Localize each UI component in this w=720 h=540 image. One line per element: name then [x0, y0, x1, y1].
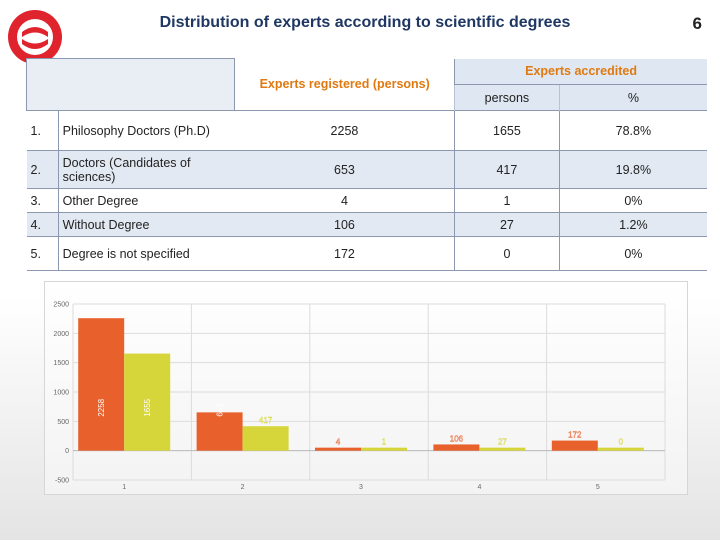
row-percent: 78.8% — [558, 110, 707, 151]
row-number: 1. — [26, 110, 59, 151]
bar-value-label: 27 — [498, 438, 507, 447]
y-tick-label: 1500 — [53, 360, 69, 367]
row-registered: 106 — [234, 212, 455, 237]
x-tick-label: 3 — [359, 484, 363, 491]
table-row: 5. Degree is not specified 172 0 0% — [26, 236, 707, 271]
bar — [315, 447, 361, 451]
row-number: 2. — [26, 150, 59, 189]
row-number: 3. — [26, 188, 59, 213]
bar — [597, 447, 644, 451]
bar — [479, 447, 526, 451]
row-accredited: 417 — [454, 150, 560, 189]
y-tick-label: 1000 — [53, 390, 69, 397]
row-registered: 653 — [234, 150, 455, 189]
row-accredited: 0 — [454, 236, 560, 271]
row-label: Without Degree — [57, 212, 235, 237]
row-percent: 0% — [558, 236, 707, 271]
bar-value-label: 4 — [336, 438, 341, 447]
x-tick-label: 2 — [241, 484, 245, 491]
table-subheader-row: persons % — [27, 84, 707, 111]
bar — [78, 318, 125, 451]
row-label: Philosophy Doctors (Ph.D) — [57, 110, 235, 151]
chart-panel: -500 0 500 1000 1500 2000 2500 2258 653 4 106 172 16… — [44, 281, 688, 495]
row-label: Other Degree — [57, 188, 235, 213]
header-blank-cell — [25, 58, 236, 111]
header-accredited: Experts accredited — [454, 58, 707, 85]
row-accredited: 27 — [454, 212, 560, 237]
bar — [433, 444, 480, 451]
y-tick-label: 2000 — [53, 331, 69, 338]
table-row: 4. Without Degree 106 27 1.2% — [26, 212, 707, 237]
header-percent: % — [558, 84, 707, 111]
bar — [551, 440, 598, 451]
bar-value-label: 417 — [259, 416, 273, 425]
bar-value-label: 1 — [382, 438, 387, 447]
bar — [361, 447, 407, 451]
table-header-row: Experts registered (persons) Experts acc… — [25, 58, 707, 111]
row-label: Degree is not specified — [57, 236, 235, 271]
row-registered: 2258 — [234, 110, 455, 151]
x-tick-label: 5 — [596, 484, 600, 491]
slide-title: Distribution of experts according to sci… — [159, 14, 571, 31]
x-tick-label: 4 — [477, 484, 481, 491]
row-accredited: 1 — [454, 188, 560, 213]
y-tick-label: 0 — [65, 448, 69, 455]
bar-value-label: 1655 — [143, 398, 152, 416]
x-tick-label: 1 — [122, 484, 126, 491]
y-tick-label: 500 — [57, 419, 69, 426]
bar — [196, 412, 243, 451]
bar — [242, 426, 289, 451]
table-row: 2. Doctors (Candidates of sciences) 653 … — [26, 150, 707, 189]
row-label: Doctors (Candidates of sciences) — [57, 150, 235, 189]
row-accredited: 1655 — [454, 110, 560, 151]
bar-value-label: 653 — [216, 403, 225, 417]
y-tick-label: -500 — [55, 478, 69, 485]
row-number: 5. — [26, 236, 59, 271]
header-registered: Experts registered (persons) — [234, 58, 455, 111]
degrees-table: Experts registered (persons) Experts acc… — [25, 58, 707, 271]
bar — [124, 353, 171, 451]
row-registered: 172 — [234, 236, 455, 271]
bar-value-label: 0 — [619, 438, 624, 447]
row-percent: 19.8% — [558, 150, 707, 189]
bar-chart: -500 0 500 1000 1500 2000 2500 2258 653 4 106 172 16… — [53, 302, 666, 491]
bar-value-label: 2258 — [97, 398, 106, 416]
logo-icon — [8, 10, 62, 64]
bar-value-label: 106 — [450, 434, 464, 443]
bar-value-label: 172 — [568, 431, 582, 440]
y-tick-label: 2500 — [53, 302, 69, 309]
row-registered: 4 — [234, 188, 455, 213]
page-number: 6 — [692, 14, 702, 33]
table-row: 1. Philosophy Doctors (Ph.D) 2258 1655 7… — [26, 110, 707, 151]
header-persons: persons — [454, 84, 560, 111]
row-percent: 0% — [558, 188, 707, 213]
row-number: 4. — [26, 212, 59, 237]
table-row: 3. Other Degree 4 1 0% — [26, 188, 707, 213]
row-percent: 1.2% — [558, 212, 707, 237]
